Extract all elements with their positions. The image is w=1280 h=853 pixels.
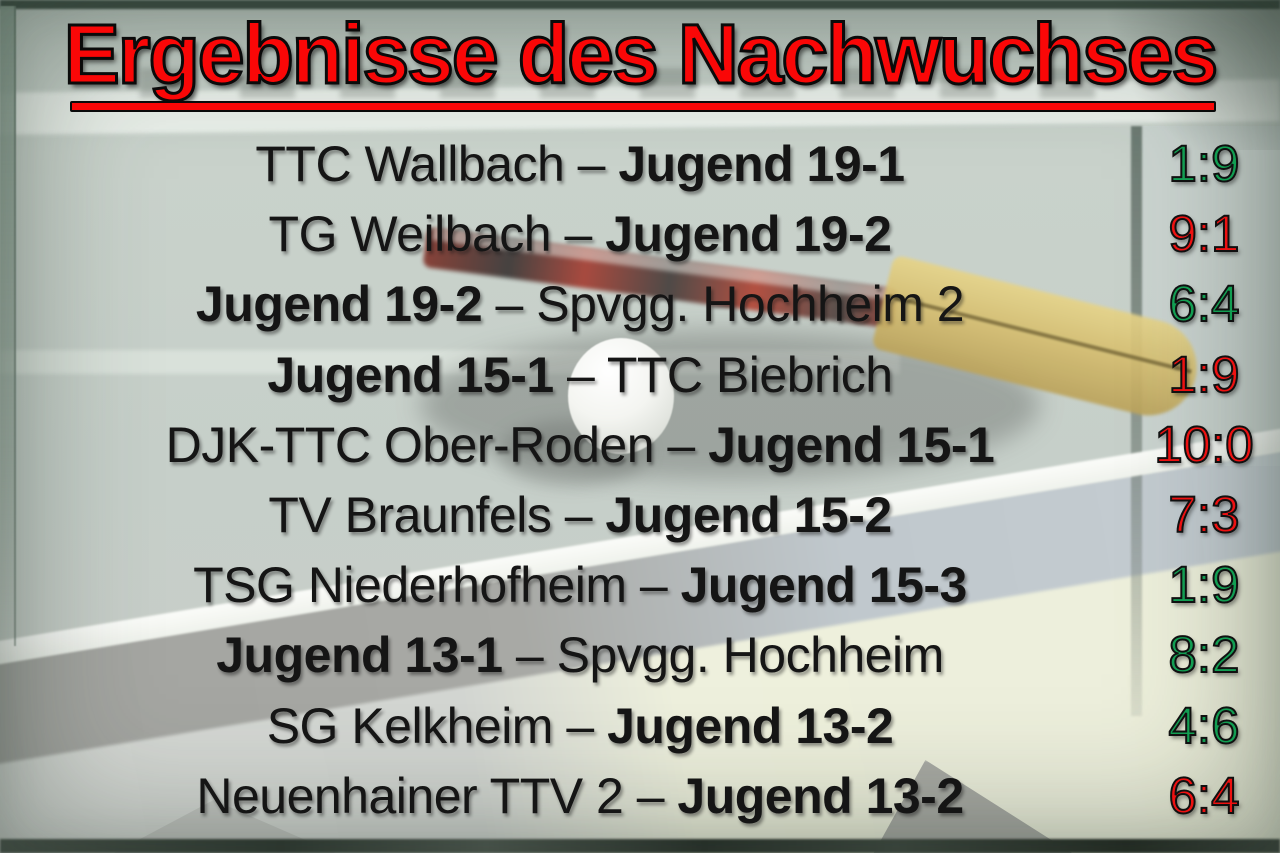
score-value: 4:6 bbox=[1168, 695, 1241, 754]
match-text: DJK-TTC Ober-Roden – Jugend 15-1 bbox=[0, 410, 1160, 480]
team-first: DJK-TTC Ober-Roden bbox=[165, 416, 655, 473]
match-text: SG Kelkheim – Jugend 13-2 bbox=[0, 691, 1160, 761]
photo-mid-light-band bbox=[0, 350, 900, 374]
score-value: 10:0 bbox=[1153, 415, 1254, 474]
result-row: DJK-TTC Ober-Roden – Jugend 15-1 10:0 bbox=[0, 410, 1280, 480]
team-first: SG Kelkheim bbox=[266, 697, 554, 754]
team-first: Jugend 19-2 bbox=[195, 276, 483, 333]
match-text: Jugend 15-1 – TTC Biebrich bbox=[0, 340, 1160, 410]
team-first: Neuenhainer TTV 2 bbox=[196, 767, 624, 824]
separator-dash: – bbox=[654, 416, 709, 473]
separator-dash: – bbox=[564, 136, 619, 192]
result-row: SG Kelkheim – Jugend 13-2 4:6 bbox=[0, 691, 1280, 761]
team-first: TTC Wallbach bbox=[255, 136, 565, 192]
ping-pong-ball bbox=[568, 338, 674, 454]
separator-dash: – bbox=[502, 627, 557, 684]
team-first: TV Braunfels bbox=[268, 486, 552, 543]
separator-dash: – bbox=[551, 486, 606, 543]
title-wrap: Ergebnisse des Nachwuchses bbox=[0, 7, 1280, 101]
team-second: Jugend 19-2 bbox=[605, 206, 892, 263]
result-row: TG Weilbach – Jugend 19-2 9:1 bbox=[0, 199, 1280, 269]
separator-dash: – bbox=[551, 206, 606, 263]
match-text: TSG Niederhofheim – Jugend 15-3 bbox=[0, 550, 1160, 620]
match-text: TTC Wallbach – Jugend 19-1 bbox=[0, 129, 1160, 199]
result-row: Jugend 13-1 – Spvgg. Hochheim 8:2 bbox=[0, 620, 1280, 690]
photo-corner-shadow bbox=[1090, 0, 1280, 150]
photo-top-strip bbox=[0, 0, 1280, 9]
match-text: Jugend 13-1 – Spvgg. Hochheim bbox=[0, 620, 1160, 690]
score-value: 1:9 bbox=[1168, 345, 1241, 404]
separator-dash: – bbox=[626, 557, 681, 614]
team-second: Jugend 19-1 bbox=[618, 136, 905, 192]
score-value: 8:2 bbox=[1168, 625, 1241, 684]
team-second: TTC Biebrich bbox=[606, 346, 893, 403]
match-text: TG Weilbach – Jugend 19-2 bbox=[0, 199, 1160, 269]
separator-dash: – bbox=[552, 697, 608, 754]
score-value: 6:4 bbox=[1168, 766, 1241, 825]
score-value: 7:3 bbox=[1168, 485, 1241, 544]
team-first: Jugend 15-1 bbox=[267, 346, 554, 403]
photo-bottom-strip bbox=[0, 839, 1280, 853]
result-row: Jugend 19-2 – Spvgg. Hochheim 2 6:4 bbox=[0, 269, 1280, 339]
team-second: Jugend 13-2 bbox=[607, 697, 894, 754]
team-second: Jugend 15-1 bbox=[708, 416, 995, 473]
photo-far-edge-shadow bbox=[140, 68, 1140, 98]
result-row: TTC Wallbach – Jugend 19-1 1:9 bbox=[0, 129, 1280, 199]
team-second: Spvgg. Hochheim bbox=[556, 627, 945, 684]
team-second: Spvgg. Hochheim 2 bbox=[536, 276, 965, 333]
separator-dash: – bbox=[482, 276, 537, 333]
result-row: TSG Niederhofheim – Jugend 15-3 1:9 bbox=[0, 550, 1280, 620]
team-first: TG Weilbach bbox=[268, 206, 552, 263]
separator-dash: – bbox=[553, 346, 607, 403]
title-underline bbox=[70, 101, 1216, 112]
score-value: 6:4 bbox=[1168, 274, 1241, 333]
match-text: Jugend 19-2 – Spvgg. Hochheim 2 bbox=[0, 269, 1160, 339]
team-second: Jugend 15-2 bbox=[605, 486, 892, 543]
score-value: 1:9 bbox=[1168, 555, 1241, 614]
score-value: 1:9 bbox=[1168, 134, 1241, 193]
page-title: Ergebnisse des Nachwuchses bbox=[62, 7, 1220, 101]
result-row: Neuenhainer TTV 2 – Jugend 13-2 6:4 bbox=[0, 761, 1280, 831]
result-row: TV Braunfels – Jugend 15-2 7:3 bbox=[0, 480, 1280, 550]
result-row: Jugend 15-1 – TTC Biebrich 1:9 bbox=[0, 340, 1280, 410]
match-text: TV Braunfels – Jugend 15-2 bbox=[0, 480, 1160, 550]
score-value: 9:1 bbox=[1168, 204, 1241, 263]
separator-dash: – bbox=[623, 767, 678, 824]
results-list: TTC Wallbach – Jugend 19-1 1:9 TG Weilbach… bbox=[0, 129, 1280, 831]
match-text: Neuenhainer TTV 2 – Jugend 13-2 bbox=[0, 761, 1160, 831]
team-second: Jugend 13-2 bbox=[677, 767, 964, 824]
team-second: Jugend 15-3 bbox=[680, 557, 968, 614]
photo-left-strip bbox=[0, 6, 16, 646]
team-first: Jugend 13-1 bbox=[216, 627, 503, 684]
photo-vertical-table-line bbox=[1131, 126, 1142, 716]
team-first: TSG Niederhofheim bbox=[193, 557, 627, 614]
